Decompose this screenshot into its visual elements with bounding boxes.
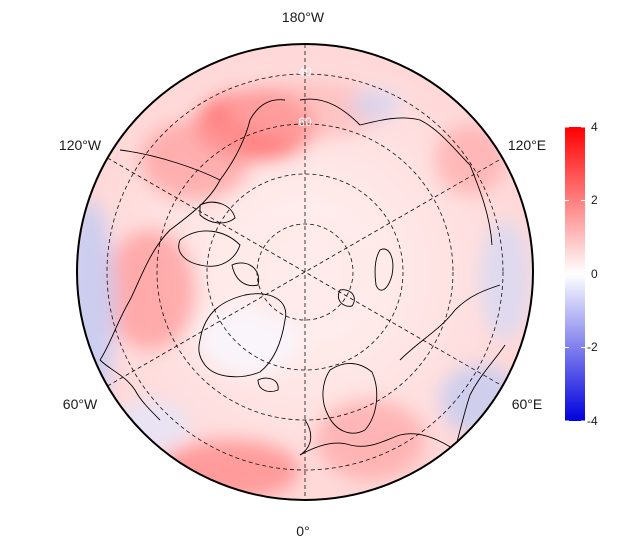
longitude-label-top: 180°W (282, 9, 325, 25)
longitude-label-bottom: 0° (296, 523, 309, 539)
colorbar: 4 2 0 -2 -4 (565, 120, 598, 428)
colorbar-tick-0: 0 (591, 267, 598, 281)
latitude-label-60: 60 (298, 115, 312, 129)
longitude-label-upper-right: 120°E (508, 137, 546, 153)
coastlines (99, 98, 506, 456)
colorbar-tick-minus-4: -4 (587, 414, 598, 428)
colorbar-tick-minus-2: -2 (587, 340, 598, 354)
colorbar-tick-2: 2 (591, 193, 598, 207)
graticule (106, 44, 504, 500)
temperature-field: 40 60 (77, 44, 533, 500)
map-boundary (76, 43, 534, 501)
colorbar-gradient (565, 127, 585, 421)
colorbar-tick-4: 4 (591, 120, 598, 134)
longitude-label-lower-left: 60°W (63, 396, 98, 412)
longitude-label-upper-left: 120°W (59, 137, 102, 153)
longitude-label-lower-right: 60°E (512, 396, 543, 412)
latitude-label-40: 40 (298, 65, 312, 79)
